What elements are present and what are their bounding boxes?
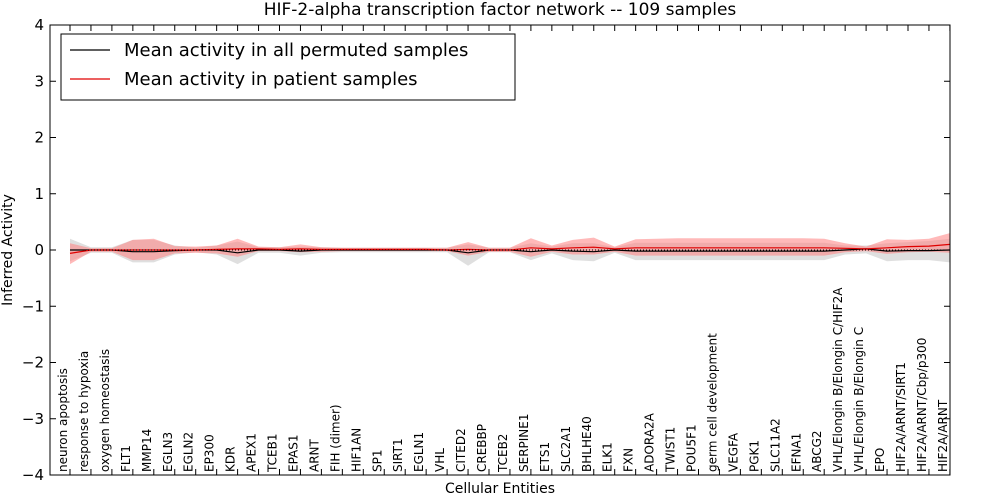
x-category-label: SLC2A1 — [559, 426, 573, 472]
x-category-label: germ cell development — [705, 333, 719, 472]
x-category-label: EP300 — [203, 434, 217, 472]
x-category-label: SP1 — [370, 450, 384, 473]
legend: Mean activity in all permuted samples Me… — [60, 33, 516, 101]
x-category-label: VHL — [433, 448, 447, 472]
x-category-label: CITED2 — [454, 428, 468, 472]
x-category-label: EGLN1 — [412, 432, 426, 472]
y-tick-label: 0 — [34, 241, 44, 259]
x-category-label: ABCG2 — [810, 430, 824, 472]
chart-title: HIF-2-alpha transcription factor network… — [264, 0, 737, 20]
x-category-label: VHL/Elongin B/Elongin C/HIF2A — [831, 287, 845, 472]
x-category-label: ADORA2A — [643, 412, 657, 472]
x-category-label: EPO — [873, 448, 887, 472]
x-axis-category-labels: neuron apoptosis response to hypoxia oxyge… — [56, 287, 950, 473]
x-category-label: ARNT — [307, 438, 321, 472]
y-tick-label: −4 — [22, 466, 44, 484]
y-tick-label: 2 — [34, 129, 44, 147]
x-category-label: HIF2A/ARNT/Cbp/p300 — [915, 338, 929, 472]
y-axis-title: Inferred Activity — [0, 194, 16, 306]
x-category-label: SIRT1 — [391, 438, 405, 472]
y-tick-label: −3 — [22, 410, 44, 428]
x-category-label: oxygen homeostasis — [98, 349, 112, 472]
x-category-label: BHLHE40 — [580, 416, 594, 472]
y-axis-ticks: −4 −3 −2 −1 0 1 2 3 4 — [22, 16, 950, 484]
x-category-label: EGLN3 — [161, 432, 175, 472]
x-axis-title: Cellular Entities — [445, 481, 555, 497]
x-category-label: FIH (dimer) — [328, 404, 342, 472]
x-category-label: MMP14 — [140, 429, 154, 472]
y-tick-label: 1 — [34, 185, 44, 203]
x-category-label: FXN — [622, 448, 636, 472]
legend-entry-patient: Mean activity in patient samples — [124, 69, 418, 90]
y-tick-label: −1 — [22, 297, 44, 315]
legend-box — [60, 33, 516, 101]
x-category-label: TCEB2 — [496, 434, 510, 473]
x-category-label: PGK1 — [747, 440, 761, 472]
x-category-label: VEGFA — [726, 432, 740, 472]
x-category-label: CREBBP — [475, 424, 489, 472]
y-tick-label: 3 — [34, 72, 44, 90]
y-tick-label: −2 — [22, 354, 44, 372]
x-category-label: TWIST1 — [664, 427, 678, 473]
x-category-label: HIF1AN — [349, 428, 363, 472]
x-category-label: APEX1 — [245, 433, 259, 472]
series-line-mean-activity-in-patient-samples — [69, 243, 950, 254]
confidence-bands — [70, 233, 950, 266]
x-category-label: neuron apoptosis — [56, 368, 70, 472]
x-category-label: SLC11A2 — [768, 418, 782, 472]
x-category-label: ETS1 — [538, 442, 552, 472]
x-category-label: TCEB1 — [266, 434, 280, 473]
x-category-label: SERPINE1 — [517, 413, 531, 472]
series-lines — [69, 243, 950, 254]
x-category-label: EFNA1 — [789, 433, 803, 472]
x-category-label: HIF2A/ARNT — [936, 399, 950, 472]
x-category-label: ELK1 — [601, 442, 615, 472]
y-tick-label: 4 — [34, 16, 44, 34]
x-category-label: KDR — [224, 447, 238, 472]
legend-entry-permuted: Mean activity in all permuted samples — [124, 40, 468, 61]
x-category-label: POU5F1 — [685, 424, 699, 472]
x-axis-ticks — [69, 25, 951, 475]
x-category-label: EGLN2 — [182, 432, 196, 472]
x-category-label: EPAS1 — [286, 434, 300, 472]
band-mean-activity-in-patient-samples — [70, 233, 950, 265]
x-category-label: HIF2A/ARNT/SIRT1 — [894, 362, 908, 472]
x-category-label: response to hypoxia — [77, 351, 91, 472]
x-category-label: FLT1 — [119, 445, 133, 472]
x-category-label: VHL/Elongin B/Elongin C — [852, 327, 866, 472]
